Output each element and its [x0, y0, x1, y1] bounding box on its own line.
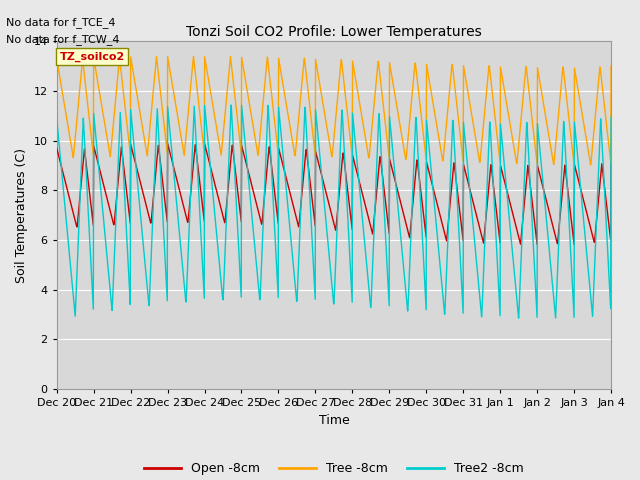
- Legend: Open -8cm, Tree -8cm, Tree2 -8cm: Open -8cm, Tree -8cm, Tree2 -8cm: [139, 457, 529, 480]
- Text: No data for f_TCE_4: No data for f_TCE_4: [6, 17, 116, 28]
- Text: No data for f_TCW_4: No data for f_TCW_4: [6, 34, 120, 45]
- Text: TZ_soilco2: TZ_soilco2: [60, 51, 125, 62]
- Y-axis label: Soil Temperatures (C): Soil Temperatures (C): [15, 147, 28, 283]
- Title: Tonzi Soil CO2 Profile: Lower Temperatures: Tonzi Soil CO2 Profile: Lower Temperatur…: [186, 24, 482, 38]
- X-axis label: Time: Time: [319, 414, 349, 427]
